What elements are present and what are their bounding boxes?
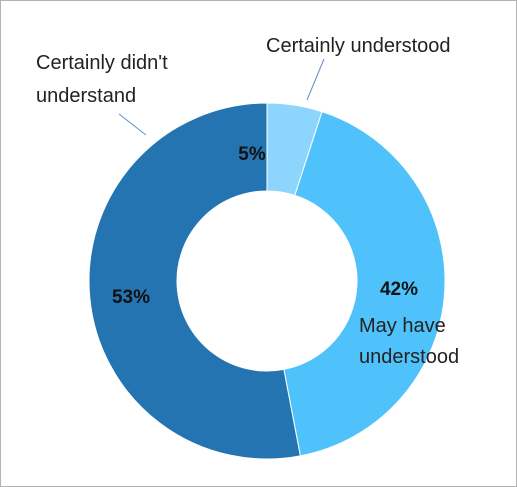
callout-certainly-didnt-line2: understand [36,85,136,107]
callout-certainly-didnt-line1: Certainly didn't [36,52,168,74]
slice-value-label-certainly-didn-t-understand: 53% [112,287,150,308]
callout-may-have-line2: understood [359,346,459,368]
donut-slices [88,102,446,460]
slice-value-label-may-have-understood: 42% [380,279,418,300]
slice-value-labels: 5% 42% 53% [112,144,418,308]
leader-line-certainly-didnt-understand [118,113,147,136]
slice-may-have-understood [283,111,446,457]
slice-certainly-didn-t-understand [88,102,301,460]
callout-certainly-understood: Certainly understood [266,35,451,57]
slice-value-label-certainly-understood: 5% [238,144,266,165]
leader-line-certainly-understood [306,58,325,101]
callout-may-have-line1: May have [359,315,446,337]
